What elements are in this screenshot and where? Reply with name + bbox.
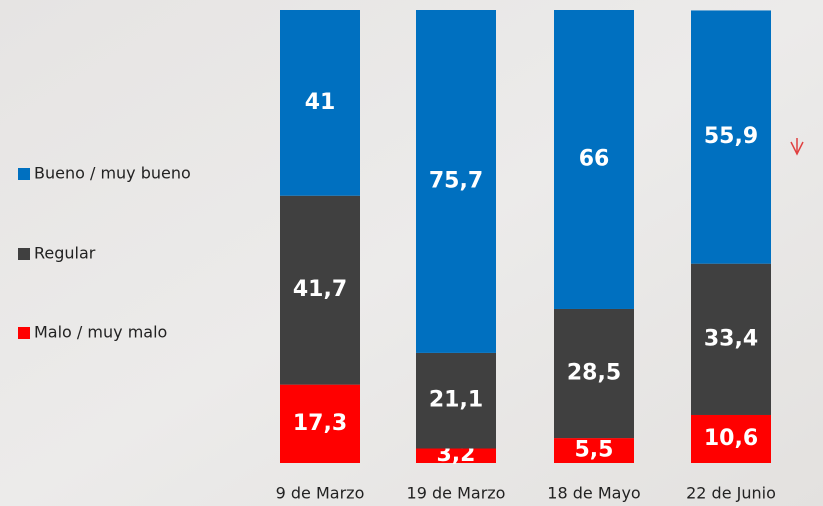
x-tick-label: 18 de Mayo [547, 484, 640, 503]
data-label: 41,7 [293, 277, 347, 302]
x-tick-label: 19 de Marzo [407, 484, 506, 503]
data-label: 75,7 [429, 168, 483, 193]
legend-label: Bueno / muy bueno [34, 164, 191, 183]
data-label: 17,3 [293, 411, 347, 436]
data-label: 41 [305, 90, 336, 115]
data-label: 21,1 [429, 388, 483, 413]
legend-swatch [18, 327, 30, 339]
data-label: 10,6 [704, 426, 758, 451]
data-label: 66 [579, 146, 610, 171]
data-label: 33,4 [704, 326, 758, 351]
x-tick-label: 22 de Junio [686, 484, 776, 503]
x-tick-label: 9 de Marzo [276, 484, 365, 503]
data-label: 5,5 [575, 438, 614, 463]
data-label: 55,9 [704, 124, 758, 149]
legend-swatch [18, 168, 30, 180]
legend-label: Malo / muy malo [34, 323, 167, 342]
legend-swatch [18, 248, 30, 260]
legend-label: Regular [34, 244, 96, 263]
data-label: 28,5 [567, 361, 621, 386]
chart: Bueno / muy bueno Regular Malo / muy malo 1… [0, 0, 823, 506]
